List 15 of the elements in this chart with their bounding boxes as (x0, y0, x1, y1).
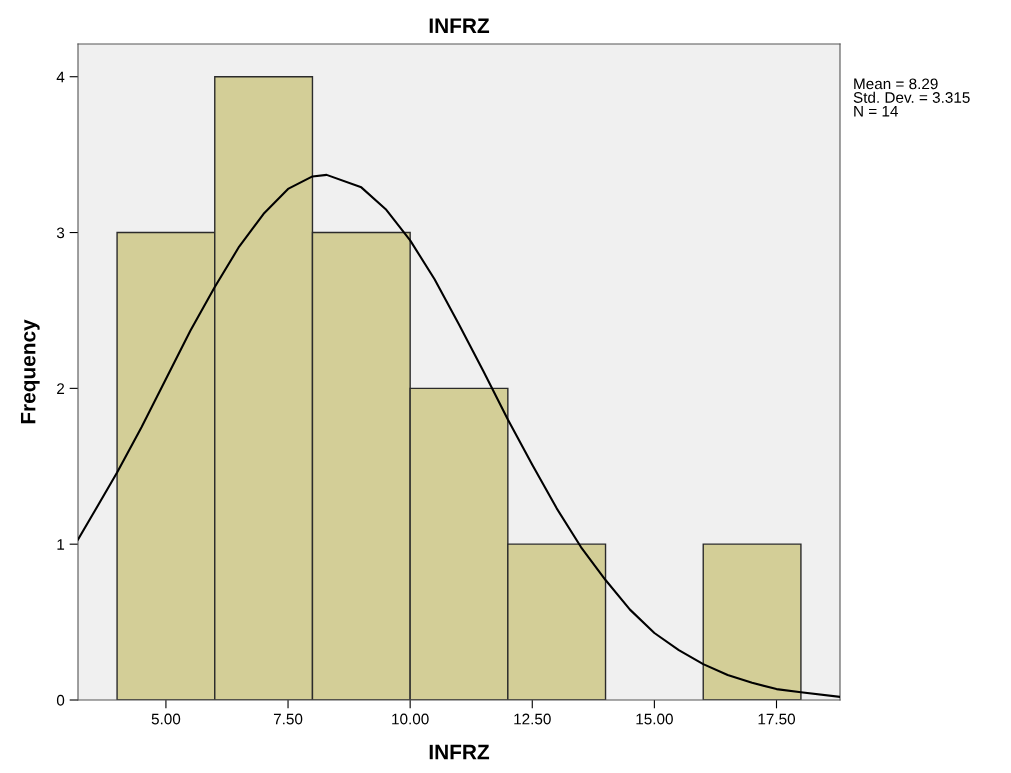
x-tick-label: 10.00 (392, 713, 429, 725)
y-tick-label: 2 (57, 383, 65, 394)
x-tick-label: 17.50 (758, 713, 796, 725)
y-tick-label: 3 (56, 227, 65, 239)
x-axis-title: INFRZ (429, 744, 490, 760)
x-tick-label: 7.50 (273, 713, 303, 725)
x-tick-label: 5.00 (151, 713, 181, 725)
x-tick-label: 12.50 (514, 713, 551, 725)
chart-title: INFRZ (429, 18, 490, 33)
y-tick-label: 0 (56, 694, 65, 706)
y-axis-title: Frequency (20, 319, 40, 424)
x-tick-label: 15.00 (636, 713, 673, 725)
y-tick-label: 4 (56, 71, 65, 83)
text: Mean = 8.29 Std. Dev. = 3.315 N = 14 (853, 78, 970, 117)
y-tick-label: 1 (57, 539, 65, 550)
